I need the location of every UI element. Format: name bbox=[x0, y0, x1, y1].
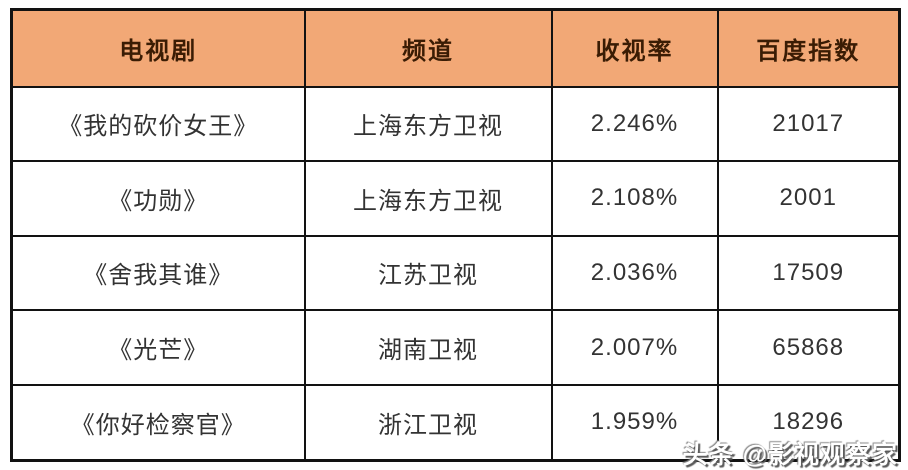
table-row: 《功勋》 上海东方卫视 2.108% 2001 bbox=[10, 160, 901, 237]
header-drama: 电视剧 bbox=[10, 8, 306, 88]
header-baidu-index: 百度指数 bbox=[716, 8, 901, 88]
header-channel: 频道 bbox=[303, 8, 553, 88]
header-rating: 收视率 bbox=[550, 8, 719, 88]
cell-drama: 《你好检察官》 bbox=[10, 383, 306, 462]
cell-channel: 上海东方卫视 bbox=[303, 160, 553, 237]
cell-rating: 1.959% bbox=[550, 383, 719, 462]
cell-baidu-index: 17509 bbox=[716, 234, 901, 312]
cell-drama: 《舍我其谁》 bbox=[10, 234, 306, 312]
cell-drama: 《功勋》 bbox=[10, 160, 306, 237]
cell-rating: 2.007% bbox=[550, 309, 719, 386]
tv-ratings-table: 电视剧 频道 收视率 百度指数 《我的砍价女王》 上海东方卫视 2.246% 2… bbox=[10, 8, 901, 462]
cell-baidu-index: 18296 bbox=[716, 383, 901, 462]
cell-channel: 江苏卫视 bbox=[303, 234, 553, 312]
cell-rating: 2.108% bbox=[550, 160, 719, 237]
toutiao-watermark: 头条 @影视观察家 bbox=[682, 441, 898, 470]
cell-rating: 2.246% bbox=[550, 85, 719, 163]
cell-channel: 上海东方卫视 bbox=[303, 85, 553, 163]
cell-channel: 湖南卫视 bbox=[303, 309, 553, 386]
table-row: 《光芒》 湖南卫视 2.007% 65868 bbox=[10, 309, 901, 386]
cell-rating: 2.036% bbox=[550, 234, 719, 312]
table-row: 《舍我其谁》 江苏卫视 2.036% 17509 bbox=[10, 234, 901, 312]
header-row: 电视剧 频道 收视率 百度指数 bbox=[10, 8, 901, 88]
cell-channel: 浙江卫视 bbox=[303, 383, 553, 462]
cell-drama: 《我的砍价女王》 bbox=[10, 85, 306, 163]
cell-drama: 《光芒》 bbox=[10, 309, 306, 386]
table-row: 《你好检察官》 浙江卫视 1.959% 18296 bbox=[10, 383, 901, 462]
table-row: 《我的砍价女王》 上海东方卫视 2.246% 21017 bbox=[10, 85, 901, 163]
cell-baidu-index: 21017 bbox=[716, 85, 901, 163]
cell-baidu-index: 65868 bbox=[716, 309, 901, 386]
cell-baidu-index: 2001 bbox=[716, 160, 901, 237]
